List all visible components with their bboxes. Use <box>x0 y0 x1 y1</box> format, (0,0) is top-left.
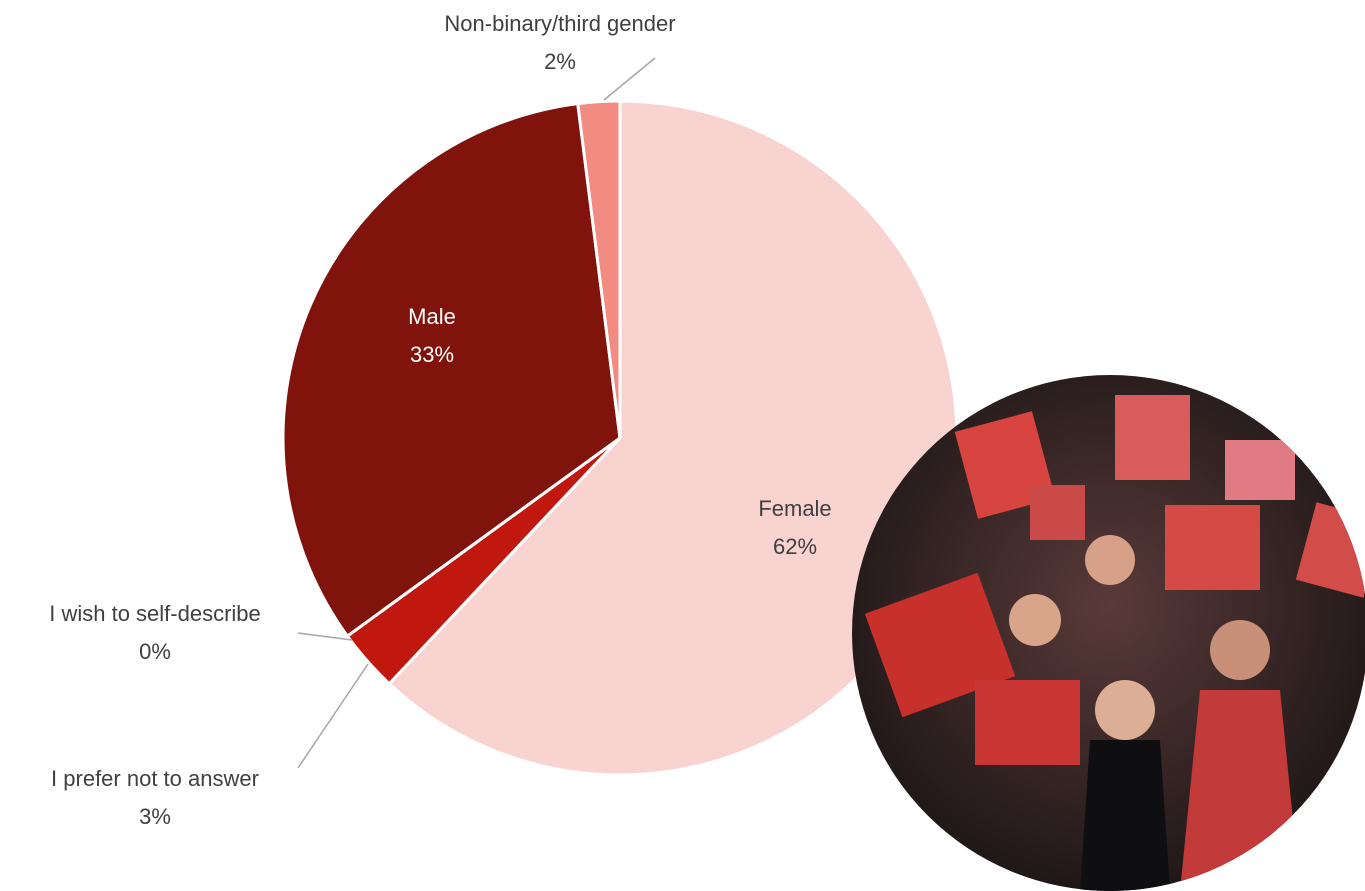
slice-label: Non-binary/third gender <box>444 11 675 36</box>
slice-value: 0% <box>139 639 171 664</box>
leader-line <box>298 664 368 768</box>
leader-line <box>298 633 352 640</box>
leader-line <box>604 58 655 100</box>
slice-label: I prefer not to answer <box>51 766 259 791</box>
slice-label: Male <box>408 304 456 329</box>
slice-label: Female <box>758 496 831 521</box>
chart: Female 62% I prefer not to answer 3% I wish … <box>0 0 1365 891</box>
slice-value: 62% <box>773 534 817 559</box>
slice-value: 2% <box>544 49 576 74</box>
slice-label: I wish to self-describe <box>49 601 261 626</box>
slice-value: 3% <box>139 804 171 829</box>
slice-value: 33% <box>410 342 454 367</box>
